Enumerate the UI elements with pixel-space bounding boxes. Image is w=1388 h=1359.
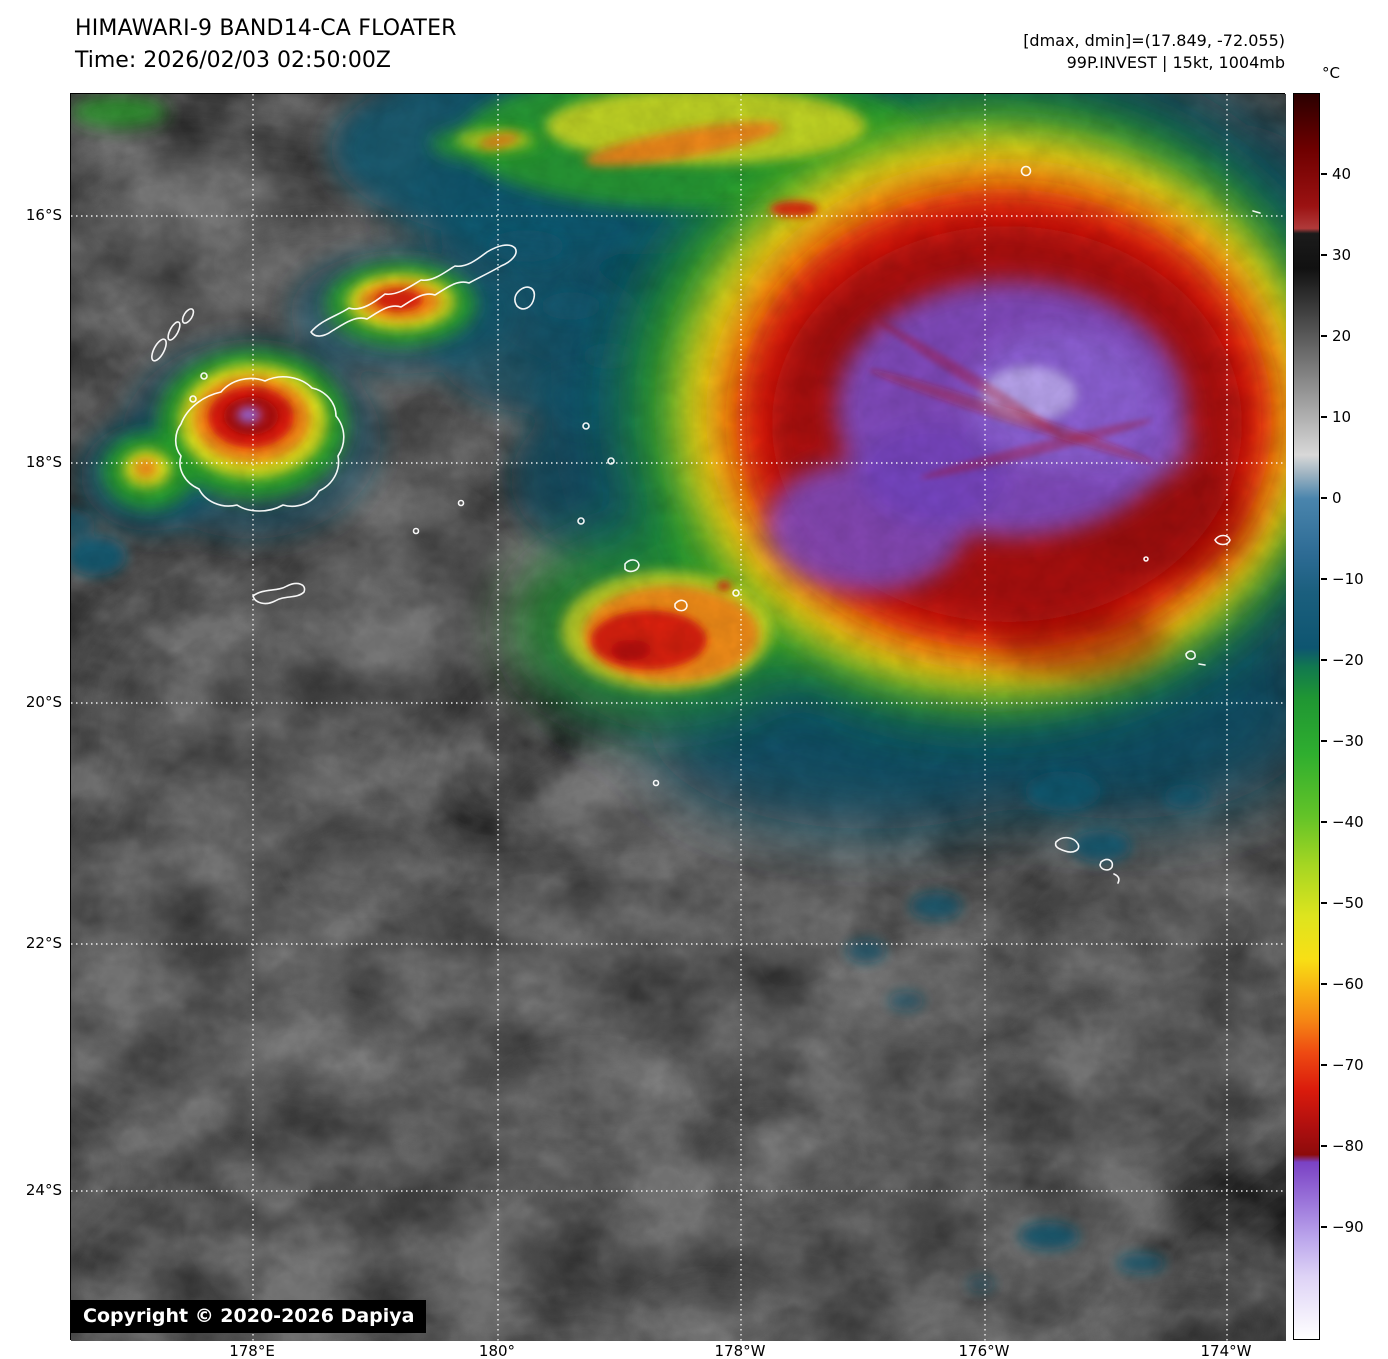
temperature-colorbar (1293, 93, 1320, 1340)
lat-label-24s: 24°S (25, 1181, 62, 1199)
storm-info-readout: 99P.INVEST | 15kt, 1004mb (1066, 53, 1285, 72)
lat-label-18s: 18°S (25, 453, 62, 471)
page-title: HIMAWARI-9 BAND14-CA FLOATER (75, 16, 457, 41)
colorbar-tick-m50: −50 (1332, 894, 1364, 912)
colorbar-tick-0: 0 (1332, 489, 1342, 507)
colorbar-tick-m20: −20 (1332, 651, 1364, 669)
header-readouts: [dmax, dmin]=(17.849, -72.055) 99P.INVES… (1023, 30, 1285, 74)
lon-label-180: 180° (478, 1342, 516, 1359)
colorbar-unit-label: °C (1322, 64, 1340, 82)
colorbar-tick-30: 30 (1332, 246, 1352, 264)
satellite-map: Copyright © 2020-2026 Dapiya (70, 93, 1286, 1341)
colorbar-tick-10: 10 (1332, 408, 1352, 426)
copyright-badge: Copyright © 2020-2026 Dapiya (71, 1300, 427, 1333)
colorbar-tick-m10: −10 (1332, 570, 1364, 588)
colorbar-tick-m60: −60 (1332, 975, 1364, 993)
colorbar-tick-m40: −40 (1332, 813, 1364, 831)
dmax-dmin-readout: [dmax, dmin]=(17.849, -72.055) (1023, 31, 1285, 50)
lon-label-178e: 178°E (229, 1342, 275, 1359)
colorbar-tick-m90: −90 (1332, 1218, 1364, 1236)
lon-label-174w: 174°W (1200, 1342, 1252, 1359)
colorbar-tick-m30: −30 (1332, 732, 1364, 750)
colorbar-tick-m80: −80 (1332, 1137, 1364, 1155)
lat-label-16s: 16°S (25, 206, 62, 224)
lon-label-178w: 178°W (714, 1342, 766, 1359)
lat-label-22s: 22°S (25, 934, 62, 952)
colorbar-tick-m70: −70 (1332, 1056, 1364, 1074)
lat-label-20s: 20°S (25, 693, 62, 711)
lon-label-176w: 176°W (958, 1342, 1010, 1359)
coastline-overlay (151, 165, 1261, 884)
timestamp: Time: 2026/02/03 02:50:00Z (75, 48, 391, 73)
colorbar-tick-20: 20 (1332, 327, 1352, 345)
satellite-imagery (71, 94, 1286, 1341)
colorbar-tick-40: 40 (1332, 165, 1352, 183)
